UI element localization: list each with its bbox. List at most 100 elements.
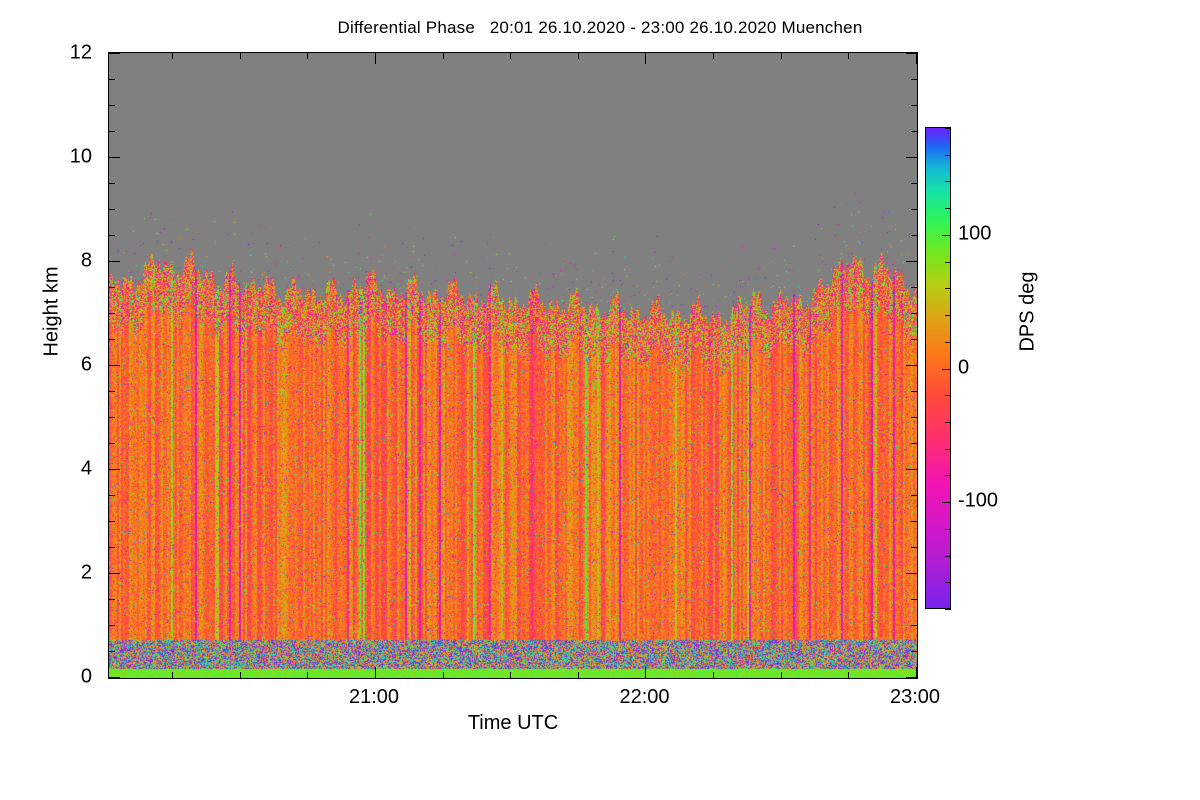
x-axis-title: Time UTC (467, 712, 559, 734)
y-axis-tick (906, 365, 917, 366)
y-axis-minor-tick (911, 521, 917, 522)
colorbar-minor-tick (945, 128, 951, 129)
y-axis-minor-tick (911, 495, 917, 496)
y-axis-minor-tick (911, 209, 917, 210)
colorbar-minor-tick (945, 154, 951, 156)
colorbar[interactable] (925, 127, 951, 610)
y-axis-minor-tick (911, 287, 917, 288)
y-axis-tick-label: 2 (80, 561, 92, 584)
y-axis-tick (906, 469, 917, 470)
x-axis-minor-tick (713, 53, 715, 59)
y-axis-minor-tick (911, 339, 917, 340)
y-axis-minor-tick (109, 287, 115, 288)
y-axis-tick-label: 0 (80, 665, 92, 688)
y-axis-tick-label: 4 (80, 457, 92, 480)
y-axis-tick (109, 573, 120, 574)
x-axis-minor-tick (577, 53, 579, 59)
colorbar-minor-tick (945, 341, 951, 343)
y-axis-tick (906, 157, 917, 158)
x-axis-tick (916, 53, 917, 64)
y-axis-tick (109, 53, 120, 54)
y-axis-minor-tick (911, 599, 917, 600)
y-axis-minor-tick (911, 443, 917, 444)
y-axis-minor-tick (911, 313, 917, 314)
colorbar-minor-tick (945, 475, 951, 477)
colorbar-tick (942, 234, 951, 236)
colorbar-minor-tick (945, 315, 951, 317)
x-axis-minor-tick (442, 53, 444, 59)
y-axis-minor-tick (911, 651, 917, 652)
y-axis-minor-tick (911, 547, 917, 548)
x-axis-minor-tick (577, 672, 579, 678)
y-axis-tick (109, 365, 120, 366)
y-axis-minor-tick (911, 235, 917, 236)
x-axis-minor-tick (307, 53, 309, 59)
colorbar-tick (942, 502, 951, 504)
x-axis-minor-tick (848, 53, 850, 59)
y-axis-minor-tick (109, 599, 115, 600)
x-axis-tick-label: 22:00 (619, 686, 670, 708)
plot-title: Differential Phase 20:01 26.10.2020 - 23… (337, 18, 863, 37)
colorbar-minor-tick (945, 395, 951, 397)
y-axis-minor-tick (911, 391, 917, 392)
x-axis-minor-tick (239, 672, 241, 678)
x-axis-tick-label: 21:00 (348, 686, 400, 708)
y-axis-minor-tick (109, 495, 115, 496)
x-axis-tick (645, 53, 647, 64)
y-axis-minor-tick (109, 105, 115, 106)
x-axis-minor-tick (172, 53, 174, 59)
y-axis-tick-label: 8 (80, 249, 92, 272)
y-axis-minor-tick (911, 105, 917, 106)
y-axis-minor-tick (911, 183, 917, 184)
y-axis-minor-tick (109, 235, 115, 236)
heatmap-data-canvas (109, 53, 917, 678)
colorbar-gradient (926, 128, 950, 608)
colorbar-minor-tick (945, 288, 951, 290)
colorbar-tick-label: -100 (958, 489, 999, 512)
x-axis-minor-tick (713, 672, 715, 678)
y-axis-minor-tick (109, 547, 115, 548)
y-axis-minor-tick (911, 131, 917, 132)
y-axis-minor-tick (109, 131, 115, 132)
y-axis-minor-tick (109, 521, 115, 522)
y-axis-minor-tick (109, 625, 115, 626)
y-axis-minor-tick (109, 339, 115, 340)
y-axis-tick-label: 10 (69, 145, 92, 168)
colorbar-title: DPS deg (1016, 271, 1039, 352)
y-axis-tick (109, 677, 120, 678)
y-axis-tick (906, 53, 917, 54)
y-axis-minor-tick (109, 417, 115, 418)
y-axis-tick (109, 469, 120, 470)
x-axis-minor-tick (780, 672, 782, 678)
colorbar-minor-tick (945, 448, 951, 450)
y-axis-tick (109, 261, 120, 262)
y-axis-minor-tick (109, 443, 115, 444)
y-axis-tick (109, 157, 120, 158)
y-axis-tick-label: 6 (80, 353, 92, 376)
y-axis-minor-tick (109, 651, 115, 652)
x-axis-tick (916, 667, 917, 678)
x-axis-minor-tick (307, 672, 309, 678)
y-axis-minor-tick (109, 313, 115, 314)
x-axis-minor-tick (442, 672, 444, 678)
heatmap-plot-area[interactable] (108, 52, 918, 679)
x-axis-minor-tick (848, 672, 850, 678)
x-axis-tick (374, 667, 376, 678)
y-axis-minor-tick (109, 79, 115, 80)
x-axis-tick (645, 667, 647, 678)
colorbar-tick (942, 368, 951, 370)
colorbar-minor-tick (945, 528, 951, 530)
y-axis-tick (906, 677, 917, 678)
y-axis-minor-tick (109, 183, 115, 184)
x-axis-minor-tick (780, 53, 782, 59)
colorbar-tick-label: 100 (958, 222, 992, 245)
x-axis-tick-label: 23:00 (889, 686, 941, 708)
x-axis-minor-tick (510, 53, 512, 59)
y-axis-minor-tick (911, 79, 917, 80)
colorbar-minor-tick (945, 421, 951, 423)
y-axis-minor-tick (911, 417, 917, 418)
y-axis-tick (906, 573, 917, 574)
x-axis-minor-tick (510, 672, 512, 678)
colorbar-minor-tick (945, 261, 951, 263)
y-axis-minor-tick (911, 625, 917, 626)
